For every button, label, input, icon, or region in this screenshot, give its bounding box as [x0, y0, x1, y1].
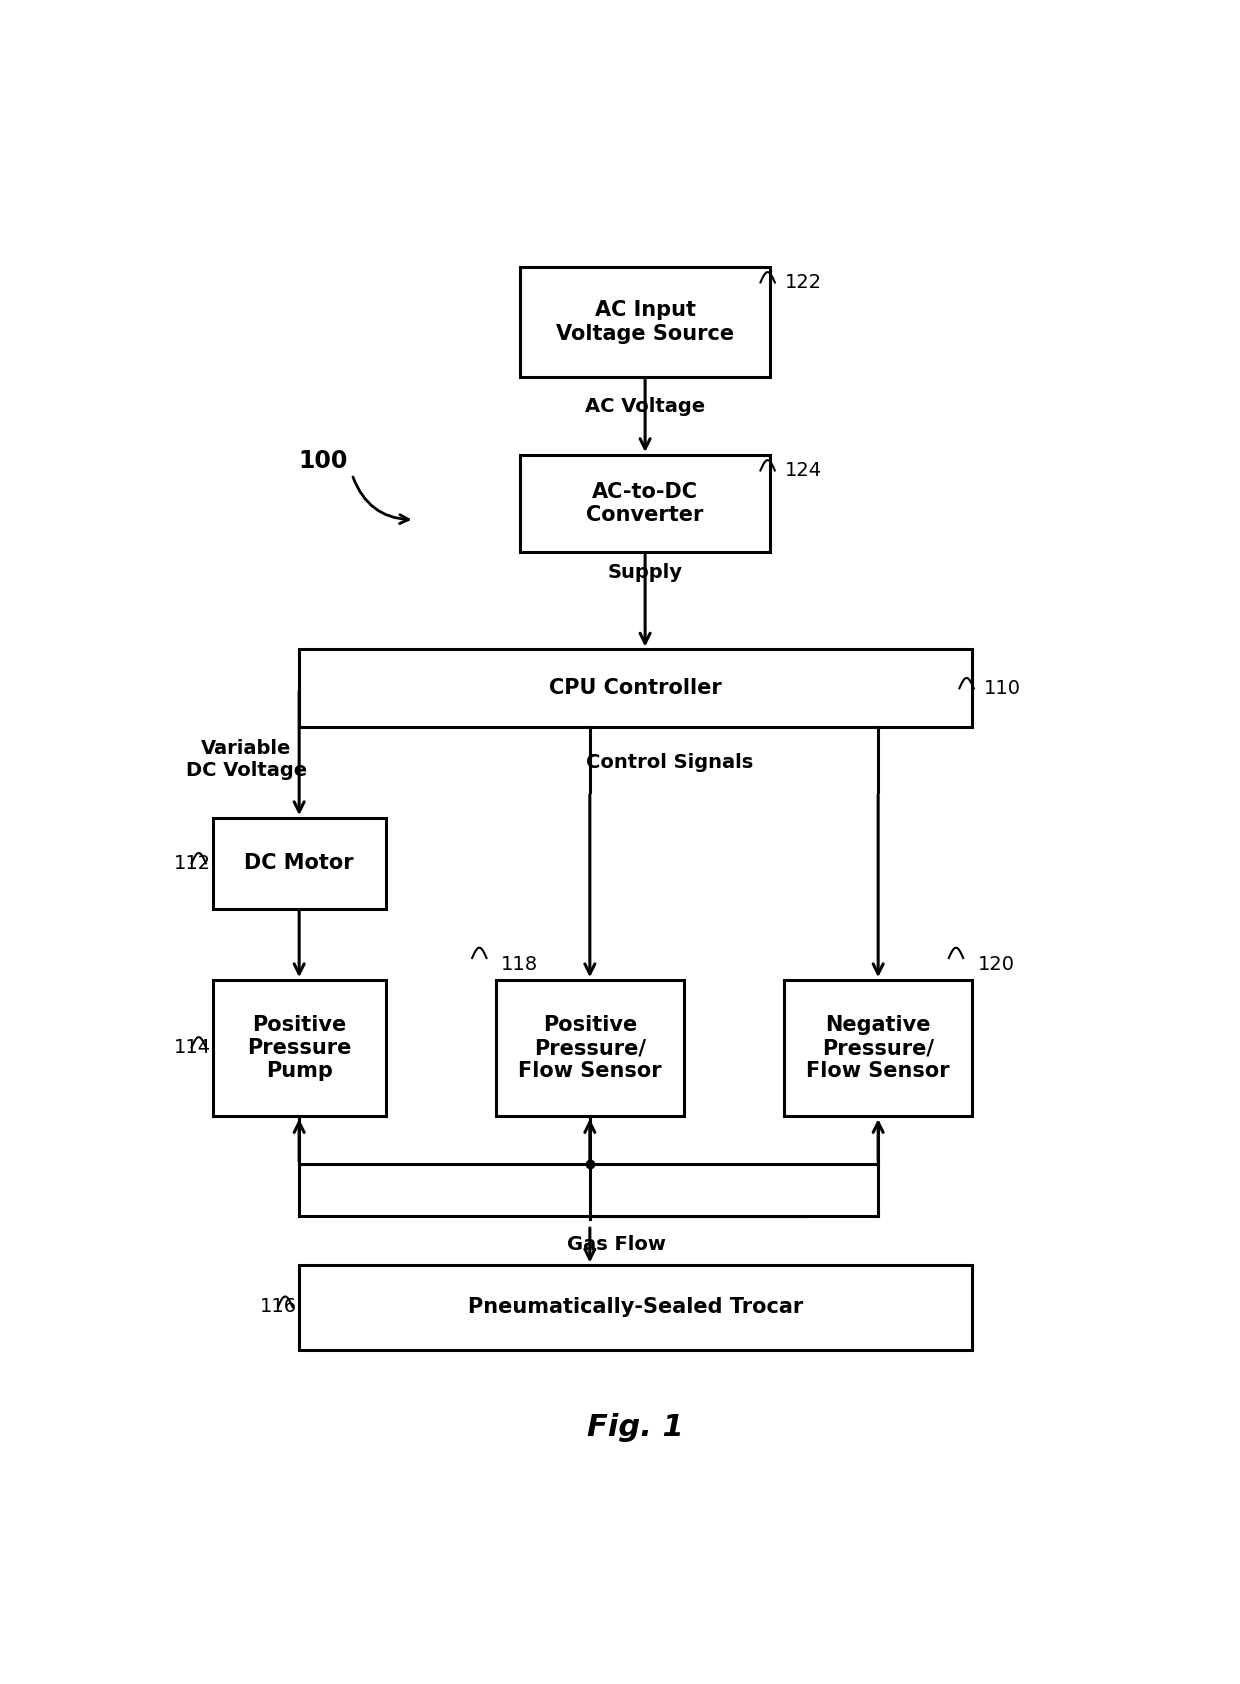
Text: 112: 112 [174, 854, 211, 872]
Text: Fig. 1: Fig. 1 [587, 1413, 684, 1442]
Text: 118: 118 [501, 955, 538, 973]
Bar [299, 1265, 972, 1349]
Text: Positive
Pressure
Pump: Positive Pressure Pump [247, 1015, 351, 1081]
Bar [521, 266, 770, 377]
Bar [521, 455, 770, 552]
Text: Positive
Pressure/
Flow Sensor: Positive Pressure/ Flow Sensor [518, 1015, 662, 1081]
Text: 124: 124 [785, 461, 822, 480]
Text: Gas Flow: Gas Flow [567, 1234, 666, 1255]
Bar [299, 650, 972, 727]
Text: Control Signals: Control Signals [585, 753, 753, 771]
Text: 114: 114 [174, 1037, 211, 1058]
Bar [213, 818, 386, 909]
Bar [213, 980, 386, 1116]
Text: 120: 120 [977, 955, 1014, 973]
Bar [496, 980, 683, 1116]
Text: 100: 100 [299, 450, 348, 473]
Text: Supply: Supply [608, 564, 682, 583]
Text: Pneumatically-Sealed Trocar: Pneumatically-Sealed Trocar [467, 1297, 804, 1317]
Text: CPU Controller: CPU Controller [549, 679, 722, 699]
Text: Variable
DC Voltage: Variable DC Voltage [186, 739, 306, 780]
Bar [785, 980, 972, 1116]
Text: DC Motor: DC Motor [244, 854, 353, 874]
Text: AC-to-DC
Converter: AC-to-DC Converter [587, 482, 704, 525]
Text: AC Input
Voltage Source: AC Input Voltage Source [556, 300, 734, 344]
Text: 116: 116 [260, 1297, 298, 1317]
Text: 122: 122 [785, 273, 822, 291]
Text: AC Voltage: AC Voltage [585, 397, 706, 416]
Text: 110: 110 [983, 679, 1021, 697]
Text: Negative
Pressure/
Flow Sensor: Negative Pressure/ Flow Sensor [806, 1015, 950, 1081]
